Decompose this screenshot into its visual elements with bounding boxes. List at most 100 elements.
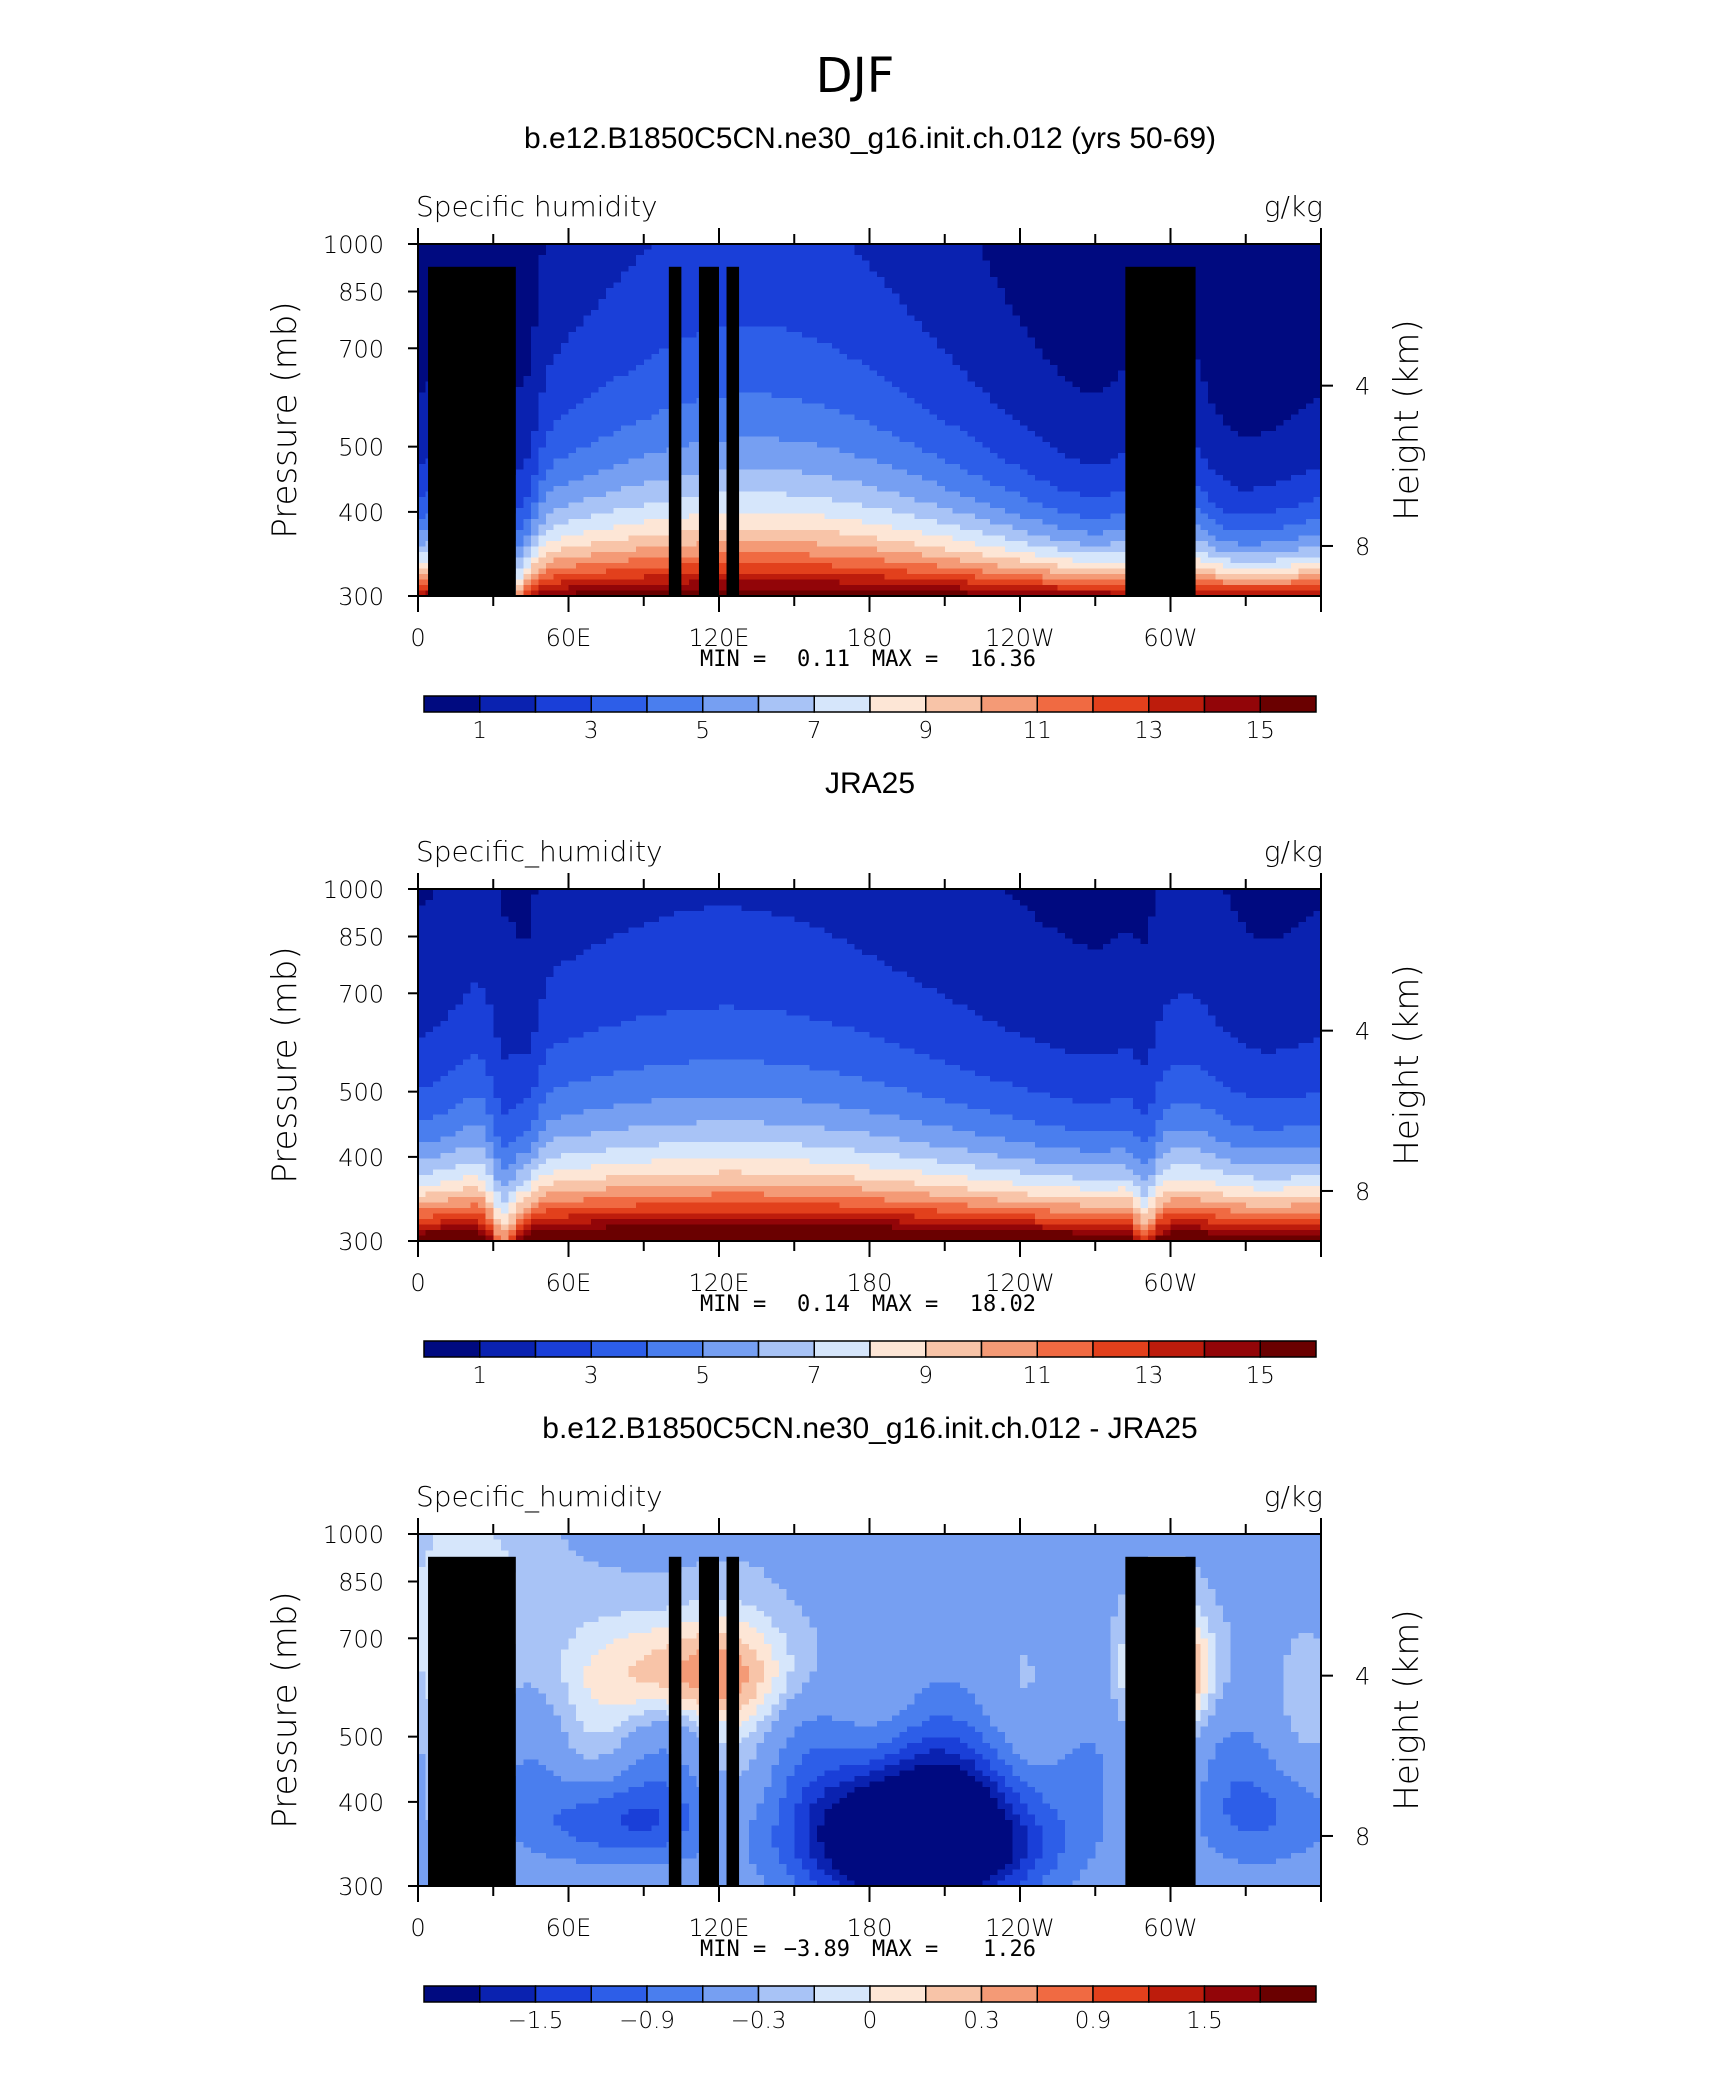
contour-cell (1050, 310, 1059, 317)
contour-cell (816, 398, 825, 405)
contour-cell (1193, 359, 1202, 366)
contour-cell (1027, 266, 1036, 273)
contour-cell (1275, 332, 1284, 339)
contour-cell (1095, 387, 1104, 394)
contour-cell (1020, 392, 1029, 399)
contour-cell (1027, 431, 1036, 438)
contour-cell (967, 458, 976, 465)
contour-cell (892, 469, 901, 476)
contour-cell (854, 387, 863, 394)
contour-cell (997, 425, 1006, 432)
contour-cell (831, 337, 841, 344)
contour-cell (967, 420, 976, 427)
contour-cell (628, 288, 637, 295)
contour-cell (1035, 343, 1044, 350)
contour-cell (1050, 464, 1059, 471)
contour-cell (1087, 332, 1096, 339)
contour-cell (1020, 277, 1029, 284)
contour-cell (1095, 315, 1104, 322)
contour-cell (952, 365, 961, 372)
contour-cell (794, 326, 803, 333)
contour-cell (658, 326, 667, 333)
contour-cell (1057, 431, 1066, 438)
contour-cell (1260, 436, 1269, 443)
contour-cell (1230, 299, 1239, 306)
contour-cell (1275, 282, 1284, 289)
contour-cell (937, 337, 946, 344)
contour-cell (809, 381, 818, 388)
contour-cell (1215, 447, 1224, 454)
contour-cell (568, 469, 577, 476)
contour-cell (545, 343, 555, 350)
contour-cell (658, 348, 667, 355)
contour-cell (974, 398, 983, 405)
contour-cell (538, 458, 547, 465)
contour-cell (997, 447, 1006, 454)
contour-cell (455, 255, 464, 262)
contour-cell (952, 387, 961, 394)
contour-cell (523, 392, 532, 399)
contour-cell (598, 453, 607, 460)
contour-cell (861, 376, 871, 383)
contour-cell (816, 343, 825, 350)
contour-cell (628, 425, 637, 432)
contour-cell (425, 249, 434, 256)
contour-cell (658, 244, 667, 251)
contour-cell (1253, 304, 1262, 311)
contour-cell (515, 387, 524, 394)
contour-cell (560, 420, 570, 427)
contour-cell (1080, 255, 1089, 262)
contour-cell (1087, 348, 1096, 355)
contour-cell (771, 255, 780, 262)
contour-cell (545, 310, 555, 317)
contour-cell (756, 398, 765, 405)
contour-cell (869, 464, 878, 471)
contour-cell (1102, 249, 1111, 256)
contour-cell (824, 431, 833, 438)
contour-cell (688, 244, 698, 251)
contour-cell (944, 271, 953, 278)
contour-cell (591, 321, 600, 328)
contour-cell (1215, 277, 1224, 284)
contour-cell (892, 271, 901, 278)
contour-cell (636, 326, 645, 333)
contour-cell (794, 370, 803, 377)
contour-cell (899, 431, 908, 438)
contour-cell (1200, 370, 1209, 377)
contour-cell (628, 469, 637, 476)
contour-cell (952, 414, 961, 421)
contour-cell (703, 249, 713, 256)
contour-cell (606, 447, 615, 454)
contour-cell (583, 244, 592, 251)
contour-cell (959, 255, 968, 262)
contour-cell (545, 348, 555, 355)
contour-cell (643, 271, 652, 278)
contour-cell (1230, 365, 1239, 372)
contour-cell (1215, 315, 1224, 322)
contour-cell (861, 343, 871, 350)
contour-cell (1208, 282, 1217, 289)
contour-cell (681, 321, 690, 328)
contour-cell (1027, 315, 1036, 322)
contour-cell (418, 425, 427, 432)
contour-cell (628, 387, 637, 394)
contour-cell (854, 447, 863, 454)
contour-cell (1020, 255, 1029, 262)
contour-cell (756, 326, 765, 333)
contour-cell (545, 304, 555, 311)
contour-cell (1057, 436, 1066, 443)
contour-cell (568, 255, 577, 262)
contour-cell (1275, 464, 1284, 471)
contour-cell (741, 299, 750, 306)
contour-cell (907, 343, 916, 350)
contour-cell (1110, 277, 1119, 284)
contour-cell (1087, 431, 1096, 438)
contour-cell (1110, 403, 1119, 410)
contour-cell (854, 370, 863, 377)
contour-cell (538, 464, 547, 471)
contour-cell (636, 299, 645, 306)
contour-cell (1238, 425, 1247, 432)
contour-cell (523, 321, 532, 328)
contour-cell (839, 332, 848, 339)
contour-cell (681, 414, 690, 421)
